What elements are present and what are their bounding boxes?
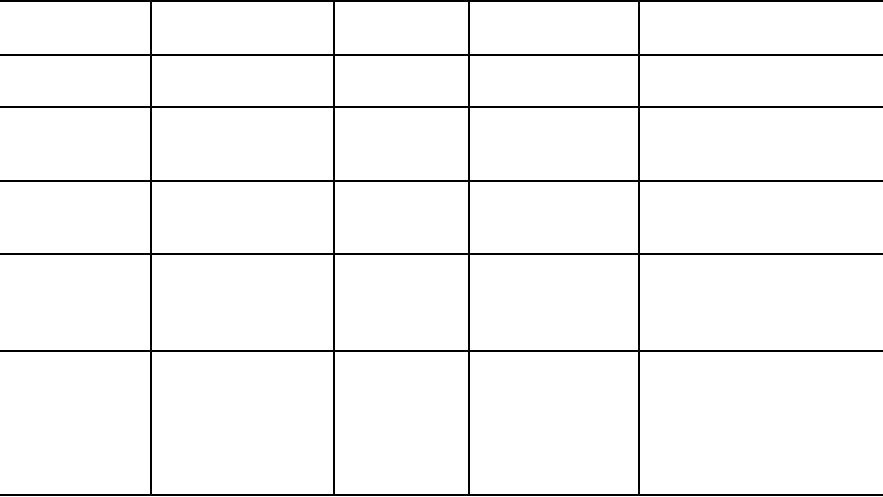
page: (() => { const data = JSON.parse(documen… [0, 0, 883, 497]
empty-table [0, 0, 883, 497]
table-background [0, 0, 883, 497]
